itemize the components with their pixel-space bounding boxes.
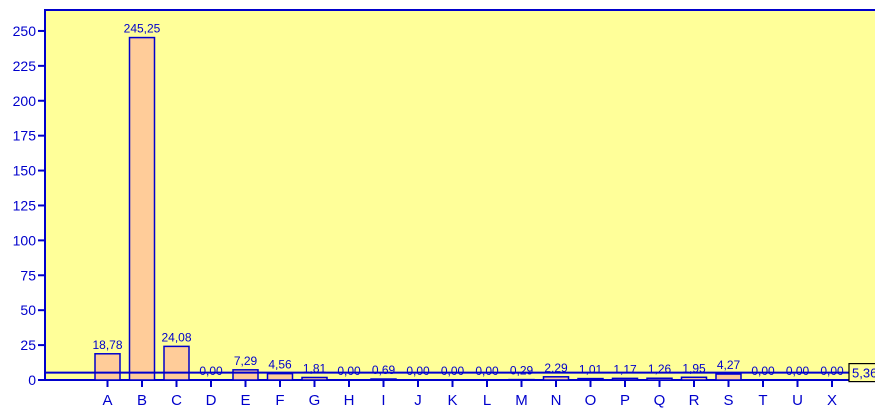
bar-E: [232, 369, 259, 381]
y-tick-label: 175: [13, 128, 37, 144]
y-tick-label: 225: [13, 58, 37, 74]
data-label-M: 0,29: [510, 364, 534, 378]
x-tick-label-T: T: [758, 392, 767, 408]
reference-label: 5,36: [852, 366, 875, 381]
x-tick-label-K: K: [447, 392, 457, 408]
data-label-J: 0,00: [406, 364, 430, 378]
data-label-D: 0,00: [199, 364, 223, 378]
reference-line-group: 5,36: [45, 363, 875, 383]
data-label-K: 0,00: [441, 364, 465, 378]
x-tick-label-G: G: [309, 392, 321, 408]
data-label-L: 0,00: [475, 364, 499, 378]
x-tick-label-R: R: [689, 392, 700, 408]
bar-P: [611, 377, 639, 381]
x-tick-label-H: H: [344, 392, 355, 408]
data-label-U: 0,00: [786, 364, 810, 378]
data-label-E: 7,29: [234, 354, 258, 368]
data-label-A: 18,78: [92, 338, 122, 352]
bar-B: [128, 36, 156, 381]
x-tick-label-I: I: [381, 392, 385, 408]
bar-S: [715, 373, 742, 381]
x-tick-label-E: E: [240, 392, 250, 408]
reference-label-box: [848, 363, 875, 383]
bar-F: [266, 372, 294, 381]
bar-Q: [646, 377, 673, 381]
data-label-I: 0,69: [372, 363, 396, 377]
bar-R: [680, 376, 708, 381]
y-tick-label: 125: [13, 197, 37, 213]
y-tick-label: 150: [13, 163, 37, 179]
data-label-C: 24,08: [161, 330, 191, 344]
bar-O: [577, 377, 604, 381]
data-label-T: 0,00: [751, 364, 775, 378]
bar-C: [163, 345, 190, 381]
x-tick-label-N: N: [551, 392, 562, 408]
x-tick-label-A: A: [102, 392, 112, 408]
plot-area: [44, 9, 875, 381]
x-tick-label-B: B: [137, 392, 147, 408]
x-tick-label-U: U: [792, 392, 803, 408]
x-tick-label-Q: Q: [654, 392, 666, 408]
data-label-S: 4,27: [717, 358, 741, 372]
bar-G: [301, 376, 328, 381]
data-label-Q: 1,26: [648, 362, 672, 376]
bar-A: [94, 353, 121, 381]
x-tick-label-C: C: [171, 392, 182, 408]
x-tick-label-F: F: [275, 392, 284, 408]
y-tick-label: 100: [13, 232, 37, 248]
x-tick-label-L: L: [483, 392, 491, 408]
x-tick-label-S: S: [723, 392, 733, 408]
y-tick-label: 0: [28, 372, 36, 388]
y-tick-label: 250: [13, 23, 37, 39]
bar-N: [542, 376, 570, 381]
y-axis-ticks: 0 25 50 75 100 125 150 175 200 225 250: [13, 23, 45, 388]
y-tick-label: 75: [20, 267, 36, 283]
x-tick-label-J: J: [414, 392, 422, 408]
x-tick-label-O: O: [585, 392, 597, 408]
x-tick-label-P: P: [620, 392, 630, 408]
data-label-B: 245,25: [124, 22, 161, 36]
data-label-N: 2,29: [544, 361, 568, 375]
data-label-O: 1,01: [579, 363, 603, 377]
data-label-X: 0,00: [820, 364, 844, 378]
x-tick-label-D: D: [206, 392, 217, 408]
x-tick-label-M: M: [515, 392, 528, 408]
bar-I: [370, 378, 397, 381]
x-tick-label-X: X: [827, 392, 837, 408]
y-tick-label: 200: [13, 93, 37, 109]
data-label-F: 4,56: [268, 358, 292, 372]
data-label-H: 0,00: [337, 364, 361, 378]
y-tick-label: 25: [20, 337, 36, 353]
y-tick-label: 50: [20, 302, 36, 318]
data-label-P: 1,17: [613, 362, 637, 376]
